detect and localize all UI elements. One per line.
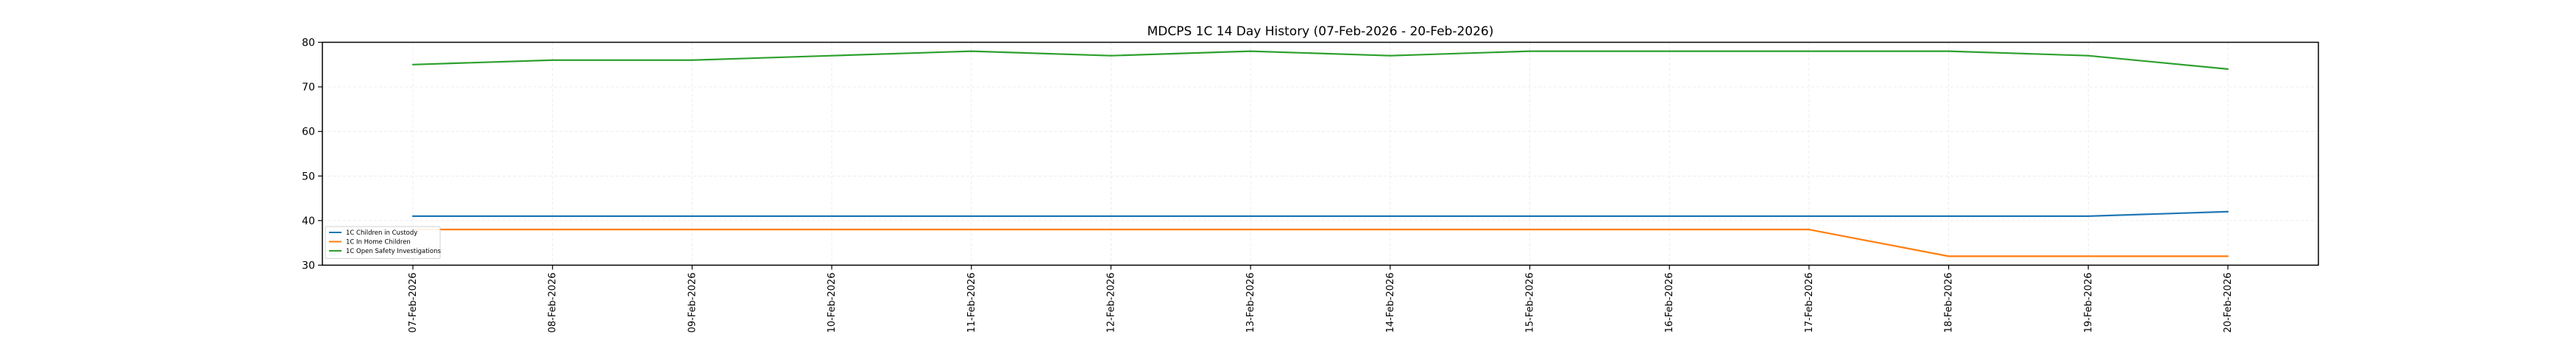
data-point-2-9 xyxy=(1669,50,1671,52)
data-point-2-4 xyxy=(970,50,972,52)
series-line-2 xyxy=(412,50,2229,70)
data-point-1-5 xyxy=(1110,228,1112,231)
data-point-1-6 xyxy=(1250,228,1252,231)
x-tick-label: 10-Feb-2026 xyxy=(827,273,838,333)
x-tick-label: 17-Feb-2026 xyxy=(1804,273,1815,333)
data-point-1-8 xyxy=(1529,228,1531,231)
series-line-1 xyxy=(413,228,2228,257)
y-tick-label: 40 xyxy=(302,216,315,227)
y-tick-label: 60 xyxy=(302,127,315,138)
x-tick-label: 16-Feb-2026 xyxy=(1664,273,1675,333)
legend-label-0: 1C Children in Custody xyxy=(346,229,417,237)
data-point-2-7 xyxy=(1389,54,1391,57)
legend: 1C Children in Custody 1C In Home Childre… xyxy=(325,226,442,259)
data-point-1-9 xyxy=(1669,228,1671,231)
x-tick-label: 07-Feb-2026 xyxy=(408,273,419,333)
series-line-0 xyxy=(413,210,2229,217)
x-tick-label: 09-Feb-2026 xyxy=(687,273,698,333)
data-point-1-13 xyxy=(2226,255,2229,257)
y-tick-label: 70 xyxy=(302,82,315,93)
data-point-1-1 xyxy=(551,228,553,231)
data-point-2-11 xyxy=(1947,50,1950,52)
x-tick-label: 14-Feb-2026 xyxy=(1385,273,1396,333)
data-point-2-6 xyxy=(1250,50,1252,52)
x-tick-label: 11-Feb-2026 xyxy=(966,273,977,333)
data-point-2-3 xyxy=(830,54,833,57)
data-point-0-12 xyxy=(2087,215,2090,217)
data-point-0-3 xyxy=(830,215,833,217)
data-point-1-3 xyxy=(830,228,833,231)
data-point-0-13 xyxy=(2226,210,2229,213)
data-point-0-9 xyxy=(1669,215,1671,217)
data-point-2-13 xyxy=(2226,68,2229,70)
x-tick-label: 12-Feb-2026 xyxy=(1105,273,1117,333)
legend-box xyxy=(325,226,441,259)
x-tick-label: 18-Feb-2026 xyxy=(1944,273,1955,333)
y-tick-label: 50 xyxy=(302,171,315,182)
legend-label-2: 1C Open Safety Investigations xyxy=(346,248,442,255)
x-tick-label: 08-Feb-2026 xyxy=(548,273,559,333)
data-point-1-11 xyxy=(1947,255,1950,257)
data-point-0-5 xyxy=(1110,215,1112,217)
data-point-1-4 xyxy=(970,228,972,231)
x-tick-label: 13-Feb-2026 xyxy=(1245,273,1256,333)
y-tick-label: 30 xyxy=(302,260,315,272)
data-point-2-0 xyxy=(411,63,414,65)
data-point-1-7 xyxy=(1389,228,1391,231)
y-tick-label: 80 xyxy=(302,38,315,49)
data-point-1-10 xyxy=(1808,228,1811,231)
x-tick-label: 20-Feb-2026 xyxy=(2223,273,2234,333)
data-point-0-6 xyxy=(1250,215,1252,217)
chart-title: MDCPS 1C 14 Day History (07-Feb-2026 - 2… xyxy=(1147,24,1494,39)
data-point-2-5 xyxy=(1110,54,1112,57)
data-point-0-2 xyxy=(691,215,693,217)
data-point-2-10 xyxy=(1808,50,1811,52)
series-lines xyxy=(411,50,2229,257)
x-tick-label: 19-Feb-2026 xyxy=(2083,273,2094,333)
data-point-0-7 xyxy=(1389,215,1391,217)
data-point-0-10 xyxy=(1808,215,1811,217)
data-point-1-2 xyxy=(691,228,693,231)
data-point-2-1 xyxy=(551,59,553,61)
plot-frame xyxy=(322,41,2319,266)
data-point-2-2 xyxy=(691,59,693,61)
data-point-0-8 xyxy=(1529,215,1531,217)
x-tick-label: 15-Feb-2026 xyxy=(1525,273,1536,333)
legend-label-1: 1C In Home Children xyxy=(346,239,411,246)
data-point-0-4 xyxy=(970,215,972,217)
axes: 30 40 50 60 70 80 07-Feb-2026 08-Feb-2026 09-Feb… xyxy=(302,38,2234,333)
data-point-2-12 xyxy=(2087,54,2090,57)
grid xyxy=(322,42,2318,266)
data-point-1-12 xyxy=(2087,255,2090,257)
data-point-0-11 xyxy=(1947,215,1950,217)
data-point-0-1 xyxy=(551,215,553,217)
data-point-2-8 xyxy=(1529,50,1531,52)
data-point-0-0 xyxy=(411,215,414,217)
